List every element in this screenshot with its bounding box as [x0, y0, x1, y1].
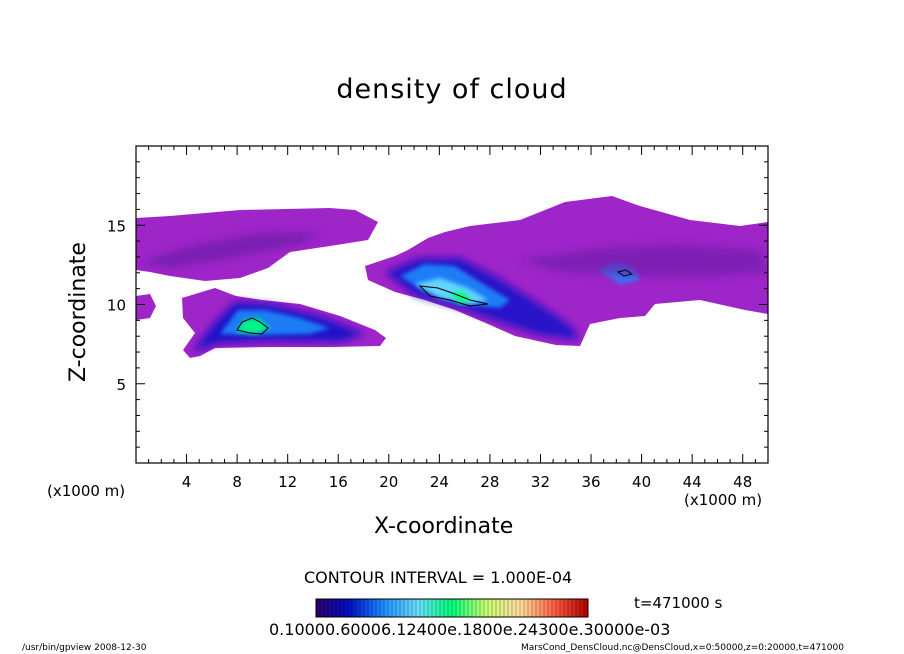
- x-tick-label: 28: [480, 473, 499, 491]
- x-axis-unit-right: (x1000 m): [684, 491, 763, 509]
- x-axis-unit-left: (x1000 m): [47, 482, 126, 500]
- time-label: t=471000 s: [634, 594, 723, 612]
- x-tick-label: 20: [379, 473, 398, 491]
- contour-lines: [236, 269, 634, 335]
- cloud-core-upper-left: [140, 232, 320, 268]
- footer-command: /usr/bin/gpview 2008-12-30: [22, 643, 147, 653]
- contour-line-right: [616, 269, 634, 277]
- x-tick-label: 8: [232, 473, 242, 491]
- y-tick-label: 5: [116, 376, 126, 394]
- x-axis-label: X-coordinate: [374, 514, 514, 539]
- x-tick-label: 44: [683, 473, 702, 491]
- x-axis-ticks: [148, 146, 756, 463]
- y-tick-label: 10: [107, 297, 126, 315]
- x-tick-label: 16: [329, 473, 348, 491]
- cloud-core-center-d: [450, 290, 472, 304]
- chart-title: density of cloud: [336, 74, 568, 105]
- cloud-core-center-c: [415, 278, 488, 304]
- x-axis-tick-labels: 4 8 12 16 20 24 28 32 36 40 44 48: [182, 473, 752, 491]
- cloud-core-right-b: [520, 244, 768, 278]
- colorbar-ticks: [319, 599, 585, 617]
- colorbar: [315, 598, 589, 618]
- cloud-field: [136, 196, 768, 358]
- contour-line-center: [418, 285, 489, 307]
- x-tick-label: 40: [632, 473, 651, 491]
- x-tick-label: 12: [278, 473, 297, 491]
- colorbar-labels: 0.10000.60006.12400e.1800e.24300e.30000e…: [269, 620, 671, 639]
- cloud-core-lower-left-c: [236, 318, 270, 334]
- y-axis-ticks: [136, 161, 768, 448]
- cloud-region-left-strip: [136, 294, 156, 320]
- y-axis-tick-labels: 5 10 15: [107, 217, 126, 394]
- x-tick-label: 48: [733, 473, 752, 491]
- contour-line-lower-left: [236, 317, 269, 335]
- x-tick-label: 36: [581, 473, 600, 491]
- y-axis-label: Z-coordinate: [66, 242, 91, 382]
- x-tick-label: 4: [182, 473, 192, 491]
- y-tick-label: 15: [107, 217, 126, 235]
- x-tick-label: 32: [531, 473, 550, 491]
- footer-source: MarsCond_DensCloud.nc@DensCloud,x=0:5000…: [521, 643, 844, 653]
- x-tick-label: 24: [430, 473, 449, 491]
- contour-interval-label: CONTOUR INTERVAL = 1.000E-04: [304, 568, 573, 587]
